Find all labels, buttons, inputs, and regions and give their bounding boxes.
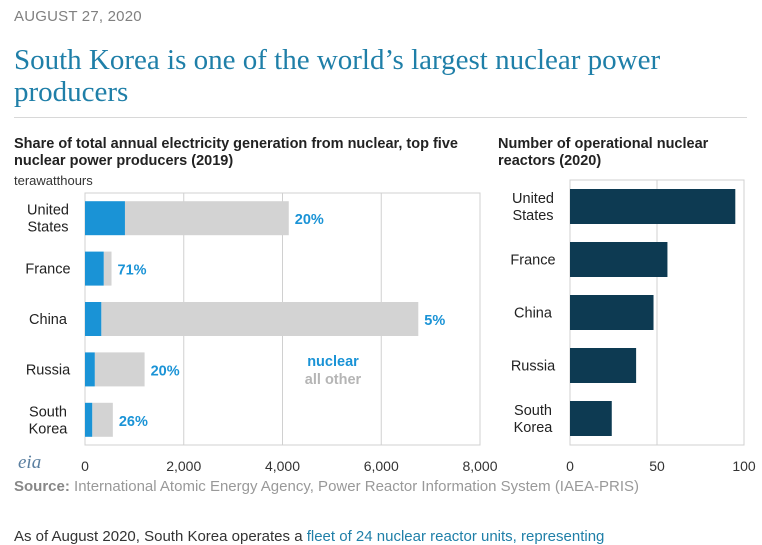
eia-logo: eia <box>18 452 42 473</box>
other-bar <box>94 352 145 387</box>
left-category-label: United <box>27 203 69 219</box>
share-data-label: 71% <box>118 263 147 279</box>
reactor-bar <box>570 348 637 383</box>
left-category-label: South <box>29 404 67 420</box>
source-text: International Atomic Energy Agency, Powe… <box>74 478 639 495</box>
left-x-tick-label: 2,000 <box>166 458 201 474</box>
share-data-label: 20% <box>151 363 180 379</box>
other-bar <box>124 201 289 236</box>
right-category-label: Korea <box>514 420 554 436</box>
left-category-label: Russia <box>26 362 71 378</box>
article-body: As of August 2020, South Korea operates … <box>14 528 604 545</box>
left-x-tick-label: 0 <box>81 458 89 474</box>
left-chart-title: Share of total annual electricity genera… <box>14 136 458 169</box>
nuclear-bar <box>85 402 93 437</box>
left-category-label: China <box>29 312 68 328</box>
article-date: AUGUST 27, 2020 <box>14 8 142 25</box>
reactor-bar <box>570 189 736 224</box>
reactor-bar <box>570 401 612 436</box>
article-headline: South Korea is one of the world’s larges… <box>14 44 661 108</box>
right-category-label: France <box>510 253 555 269</box>
share-data-label: 20% <box>295 212 324 228</box>
left-chart-units: terawatthours <box>14 173 93 188</box>
reactor-bar <box>570 242 668 277</box>
right-x-tick-label: 0 <box>566 458 574 474</box>
right-category-label: States <box>512 208 553 224</box>
nuclear-bar <box>85 251 104 286</box>
left-category-label: Korea <box>29 421 69 437</box>
nuclear-bar <box>85 302 102 336</box>
right-chart-title: Number of operational nuclear reactors (… <box>498 136 709 169</box>
body-prefix: As of August 2020, South Korea operates … <box>14 528 307 545</box>
right-category-label: South <box>514 403 552 419</box>
divider <box>14 117 747 118</box>
source-label: Source: <box>14 478 70 495</box>
left-category-label: France <box>25 262 70 278</box>
right-x-tick-label: 50 <box>649 458 665 474</box>
share-data-label: 5% <box>424 313 445 329</box>
right-category-label: United <box>512 191 554 207</box>
right-category-label: Russia <box>511 359 556 375</box>
left-category-label: States <box>27 220 68 236</box>
other-bar <box>103 251 112 286</box>
other-bar <box>101 302 419 336</box>
right-category-label: China <box>514 306 553 322</box>
nuclear-bar <box>85 201 125 236</box>
legend-all-other: all other <box>305 372 362 388</box>
legend-nuclear: nuclear <box>307 354 359 370</box>
reactor-bar <box>570 295 654 330</box>
other-bar <box>92 402 113 437</box>
left-x-tick-label: 6,000 <box>364 458 399 474</box>
fleet-link[interactable]: fleet of 24 nuclear reactor units, repre… <box>306 528 605 545</box>
right-x-tick-label: 100 <box>732 458 756 474</box>
nuclear-bar <box>85 352 95 387</box>
share-data-label: 26% <box>119 414 148 430</box>
source-note: Source: International Atomic Energy Agen… <box>14 478 734 496</box>
left-x-tick-label: 4,000 <box>265 458 300 474</box>
left-x-tick-label: 8,000 <box>462 458 497 474</box>
